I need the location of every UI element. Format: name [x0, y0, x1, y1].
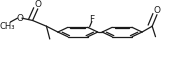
- Text: CH₃: CH₃: [0, 22, 15, 31]
- Text: F: F: [89, 15, 94, 24]
- Text: O: O: [153, 6, 160, 15]
- Text: O: O: [16, 14, 23, 23]
- Text: O: O: [34, 0, 41, 9]
